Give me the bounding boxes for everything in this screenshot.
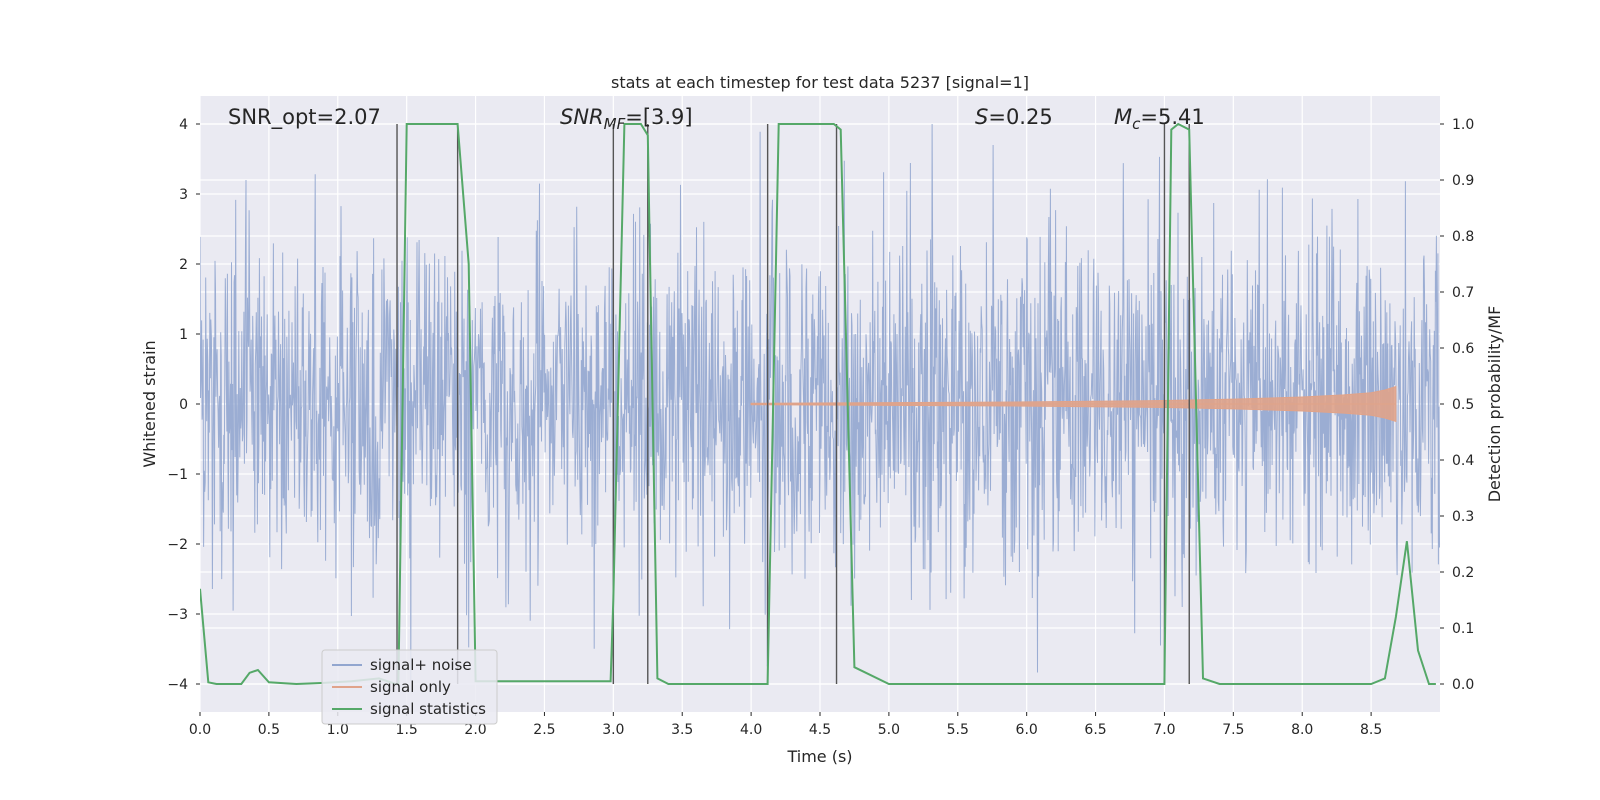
y-axis-label: Whitened strain: [140, 340, 159, 467]
y-tick-label: −3: [167, 607, 188, 623]
x-tick-label: 6.5: [1084, 722, 1106, 738]
x-tick-label: 6.0: [1016, 722, 1038, 738]
x-tick-label: 2.5: [533, 722, 555, 738]
y-tick-label: 1: [179, 327, 188, 343]
y-axis-right-label: Detection probability/MF: [1485, 306, 1504, 503]
x-tick-label: 7.5: [1222, 722, 1244, 738]
y-right-tick-label: 0.2: [1452, 565, 1474, 581]
y-tick-label: 2: [179, 257, 188, 273]
x-tick-label: 0.0: [189, 722, 211, 738]
x-tick-label: 7.0: [1153, 722, 1175, 738]
x-tick-label: 2.0: [464, 722, 486, 738]
x-tick-label: 1.5: [396, 722, 418, 738]
signal-only-series: [750, 385, 1397, 423]
y-tick-label: 4: [179, 117, 188, 133]
legend-label-signal-statistics: signal statistics: [370, 700, 486, 718]
y-tick-label: −4: [167, 677, 188, 693]
x-axis-label: Time (s): [786, 747, 852, 766]
y-tick-label: 3: [179, 187, 188, 203]
annotation-snr-mf: SNRMF=[3.9]: [560, 105, 693, 133]
y-right-tick-label: 0.4: [1452, 453, 1474, 469]
y-right-tick-label: 0.0: [1452, 677, 1474, 693]
detection-boundaries: [396, 124, 1190, 684]
legend-box: [321, 649, 498, 725]
y-right-tick-label: 0.7: [1452, 285, 1474, 301]
x-tick-label: 1.0: [327, 722, 349, 738]
legend: signal+ noise signal only signal statist…: [321, 649, 498, 725]
y-right-tick-label: 0.8: [1452, 229, 1474, 245]
y-right-tick-label: 0.1: [1452, 621, 1474, 637]
signal-noise-series: [200, 123, 1440, 682]
x-tick-label: 5.0: [878, 722, 900, 738]
x-tick-label: 3.5: [671, 722, 693, 738]
x-tick-label: 5.5: [947, 722, 969, 738]
legend-label-signal-only: signal only: [370, 678, 451, 696]
x-tick-label: 4.0: [740, 722, 762, 738]
y-right-tick-label: 0.6: [1452, 341, 1474, 357]
y-tick-label: −1: [167, 467, 188, 483]
chart-title: stats at each timestep for test data 523…: [611, 73, 1029, 92]
x-tick-label: 0.5: [258, 722, 280, 738]
ticks: 0.0 0.5 1.0 1.5 2.0 2.5 3.0 3.5 4.0 4.5 5.0 5.5 6.0 6…: [167, 117, 1474, 738]
annotation-snr-opt: SNR_opt=2.07: [228, 105, 381, 130]
signal-noise-line: [200, 123, 1440, 682]
x-tick-label: 8.5: [1360, 722, 1382, 738]
y-right-tick-label: 0.5: [1452, 397, 1474, 413]
x-tick-label: 8.0: [1291, 722, 1313, 738]
y-right-tick-label: 1.0: [1452, 117, 1474, 133]
x-tick-label: 4.5: [809, 722, 831, 738]
y-tick-label: −2: [167, 537, 188, 553]
legend-label-signal-noise: signal+ noise: [370, 656, 472, 674]
annotation-s: S=0.25: [975, 105, 1053, 129]
x-tick-label: 3.0: [602, 722, 624, 738]
y-right-tick-label: 0.9: [1452, 173, 1474, 189]
y-right-tick-label: 0.3: [1452, 509, 1474, 525]
y-tick-label: 0: [179, 397, 188, 413]
annotation-mc: Mc=5.41: [1114, 105, 1205, 133]
